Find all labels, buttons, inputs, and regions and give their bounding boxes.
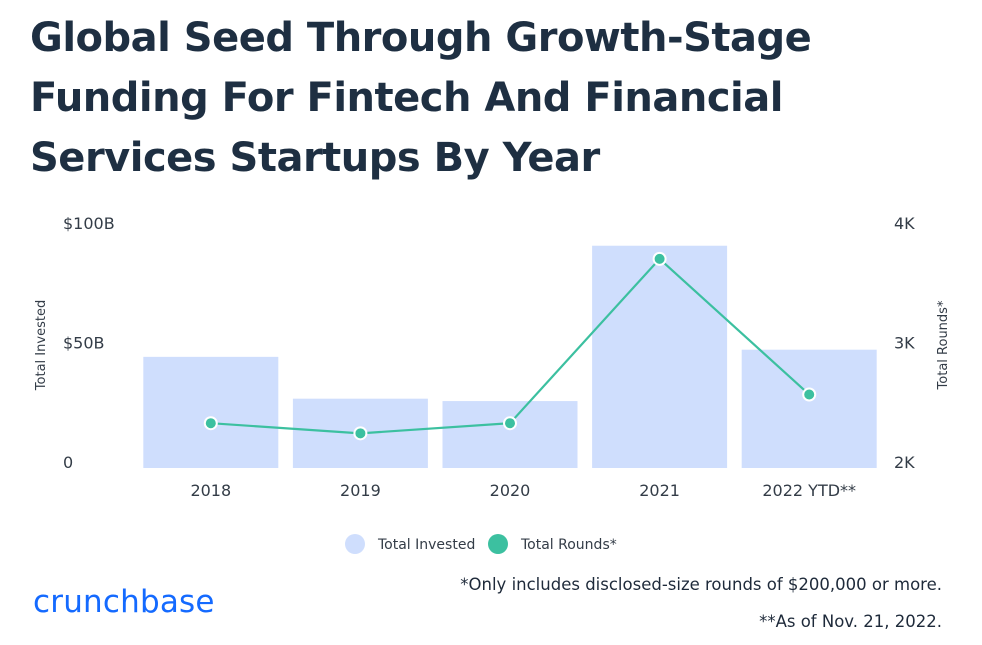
bar-total-invested-2020 [442, 401, 578, 468]
point-total-rounds-2018 [203, 416, 218, 431]
footnote-date: **As of Nov. 21, 2022. [759, 612, 942, 631]
footnote-rounds: *Only includes disclosed-size rounds of … [460, 575, 942, 594]
legend-swatch-total-rounds [488, 534, 508, 554]
x-tick-label: 2021 [639, 481, 680, 500]
left-axis: 0 $50B $100B [63, 214, 115, 472]
point-total-rounds-2019 [353, 426, 368, 441]
x-tick-label: 2022 YTD** [762, 481, 856, 500]
point-total-rounds-2020 [503, 416, 517, 431]
y-tick-label: $50B [63, 334, 105, 353]
point-total-rounds-2022 [802, 387, 817, 402]
legend-label-total-invested: Total Invested [377, 537, 475, 553]
crunchbase-logo: crunchbase [33, 584, 215, 620]
y-axis-right-label: Total Rounds* [936, 300, 951, 390]
legend-label-total-rounds: Total Rounds* [520, 537, 617, 553]
chart-title: Global Seed Through Growth-Stage Funding… [30, 15, 812, 181]
y-axis-label: Total Invested [34, 300, 49, 391]
x-tick-label: 2018 [190, 481, 231, 500]
bar-total-invested-2022 [741, 349, 877, 468]
point-total-rounds-2021 [652, 251, 667, 266]
y-right-tick-label: 3K [894, 334, 915, 353]
y-tick-label: $100B [63, 214, 115, 233]
bar-total-invested-2021 [592, 245, 728, 468]
bar-total-invested-2018 [143, 356, 279, 468]
legend-swatch-total-invested [345, 534, 365, 554]
x-tick-label: 2019 [340, 481, 381, 500]
y-right-tick-label: 4K [894, 214, 915, 233]
y-tick-label: 0 [63, 453, 73, 472]
x-axis: 2018 2019 2020 2021 2022 YTD** [190, 481, 856, 500]
y-right-tick-label: 2K [894, 453, 915, 472]
legend: Total Invested Total Rounds* [345, 534, 617, 554]
right-axis: 2K 3K 4K [894, 214, 915, 472]
x-tick-label: 2020 [490, 481, 531, 500]
line-series [203, 251, 817, 441]
